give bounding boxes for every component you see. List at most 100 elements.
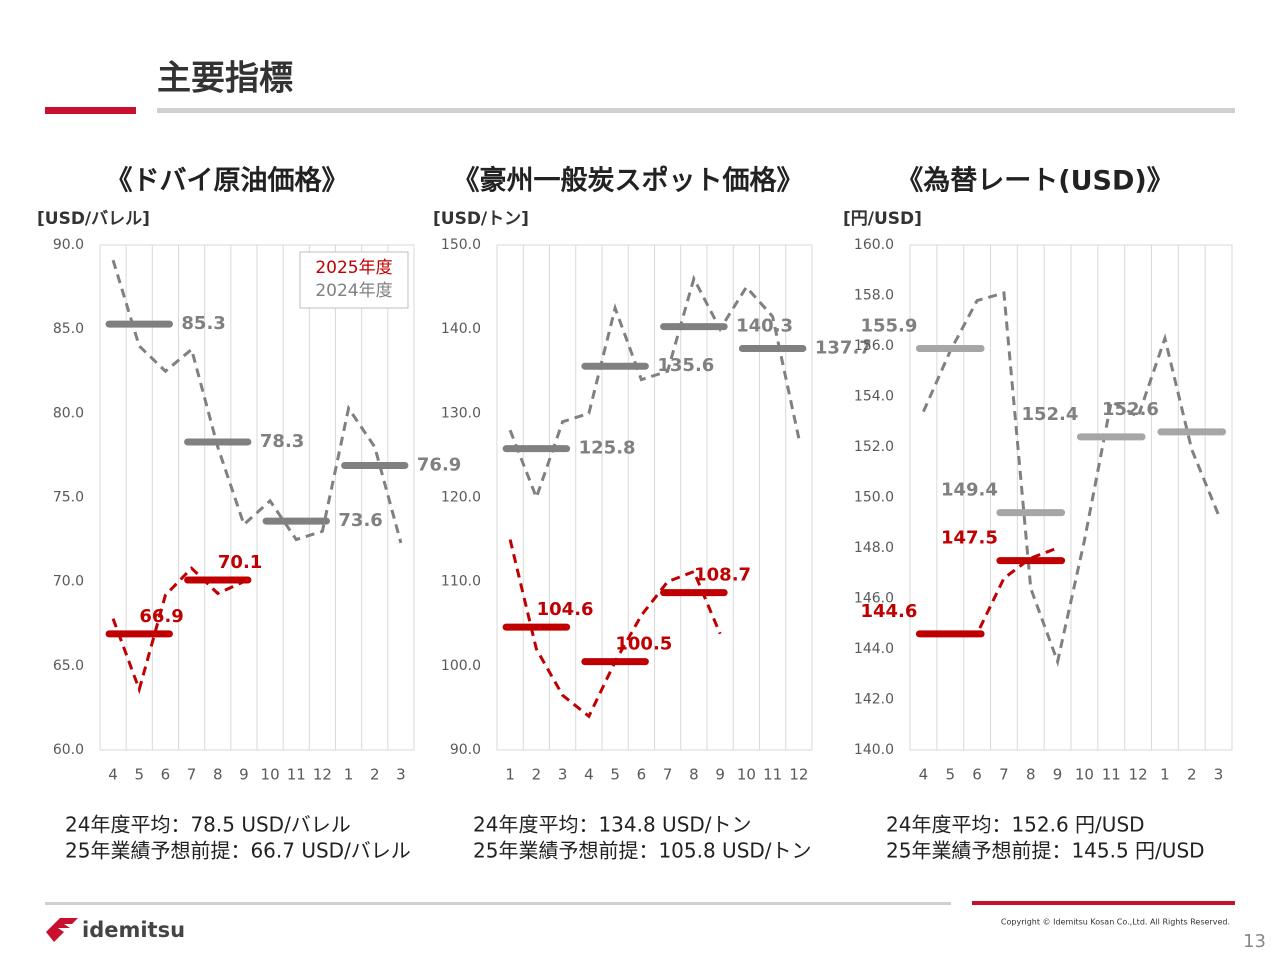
y-tick-label: 90.0	[450, 742, 481, 758]
x-tick-label: 12	[789, 766, 808, 784]
x-tick-label: 10	[261, 766, 280, 784]
monthly-line	[508, 274, 801, 502]
y-tick-label: 75.0	[53, 490, 84, 506]
y-tick-label: 148.0	[854, 540, 894, 556]
x-tick-label: 6	[637, 766, 647, 784]
y-tick-label: 160.0	[854, 237, 894, 253]
chart-title: 《為替レート(USD)》	[896, 165, 1173, 197]
average-label: 66.9	[139, 606, 183, 627]
monthly-line	[111, 259, 403, 544]
average-note: 25年業績予想前提：66.7 USD/バレル	[65, 839, 411, 863]
axis-unit: [円/USD]	[843, 209, 922, 229]
y-tick-label: 140.0	[854, 742, 894, 758]
footer-rule	[45, 902, 951, 905]
x-tick-label: 7	[663, 766, 673, 784]
x-tick-label: 8	[213, 766, 223, 784]
copyright: Copyright © Idemitsu Kosan Co.,Ltd. All …	[1001, 918, 1230, 927]
y-tick-label: 85.0	[53, 321, 84, 337]
x-tick-label: 12	[313, 766, 332, 784]
footer-accent	[972, 901, 1235, 905]
average-label: 137.7	[815, 338, 872, 359]
x-tick-label: 2	[1187, 766, 1197, 784]
x-tick-label: 6	[161, 766, 171, 784]
monthly-line	[111, 566, 245, 695]
y-tick-label: 130.0	[441, 405, 481, 421]
average-label: 108.7	[694, 565, 751, 586]
x-tick-label: 3	[396, 766, 406, 784]
average-label: 76.9	[417, 455, 461, 476]
average-note: 25年業績予想前提：105.8 USD/トン	[473, 839, 812, 863]
legend-entry: 2024年度	[315, 281, 392, 301]
y-tick-label: 154.0	[854, 389, 894, 405]
x-tick-label: 8	[1026, 766, 1036, 784]
y-tick-label: 120.0	[441, 490, 481, 506]
average-label: 70.1	[218, 552, 262, 573]
title-rule	[157, 108, 1235, 113]
x-tick-label: 7	[187, 766, 197, 784]
x-tick-label: 2	[370, 766, 380, 784]
y-tick-label: 142.0	[854, 692, 894, 708]
y-tick-label: 60.0	[53, 742, 84, 758]
page-title: 主要指標	[157, 59, 293, 99]
average-label: 149.4	[941, 480, 998, 501]
average-label: 100.5	[615, 634, 672, 655]
y-tick-label: 140.0	[441, 321, 481, 337]
average-label: 155.9	[860, 316, 917, 337]
average-label: 152.4	[1021, 404, 1078, 425]
x-tick-label: 5	[610, 766, 620, 784]
x-tick-label: 9	[239, 766, 249, 784]
x-tick-label: 4	[919, 766, 929, 784]
y-tick-label: 156.0	[854, 338, 894, 354]
average-label: 73.6	[338, 510, 382, 531]
x-tick-label: 11	[763, 766, 782, 784]
average-note: 24年度平均：152.6 円/USD	[886, 813, 1145, 837]
x-tick-label: 3	[1214, 766, 1224, 784]
y-tick-label: 150.0	[854, 490, 894, 506]
y-tick-label: 144.0	[854, 641, 894, 657]
monthly-line	[922, 291, 1220, 667]
average-note: 24年度平均：134.8 USD/トン	[473, 813, 752, 837]
x-tick-label: 7	[999, 766, 1009, 784]
x-tick-label: 9	[715, 766, 725, 784]
y-tick-label: 65.0	[53, 658, 84, 674]
x-tick-label: 1	[505, 766, 515, 784]
x-tick-label: 11	[287, 766, 306, 784]
y-tick-label: 80.0	[53, 405, 84, 421]
y-tick-label: 70.0	[53, 574, 84, 590]
x-tick-label: 3	[558, 766, 568, 784]
y-tick-label: 146.0	[854, 591, 894, 607]
average-label: 104.6	[537, 599, 594, 620]
legend-entry: 2025年度	[315, 258, 392, 278]
y-tick-label: 150.0	[441, 237, 481, 253]
x-tick-label: 4	[108, 766, 118, 784]
y-tick-label: 158.0	[854, 288, 894, 304]
y-tick-label: 90.0	[53, 237, 84, 253]
average-label: 144.6	[860, 601, 917, 622]
legend-box	[299, 251, 409, 309]
x-tick-label: 6	[972, 766, 982, 784]
logo: idemitsu	[82, 918, 185, 942]
x-tick-label: 5	[945, 766, 955, 784]
y-tick-label: 100.0	[441, 658, 481, 674]
axis-unit: [USD/バレル]	[37, 209, 150, 229]
average-label: 85.3	[181, 313, 225, 334]
x-tick-label: 2	[532, 766, 542, 784]
y-tick-label: 152.0	[854, 439, 894, 455]
title-accent	[45, 107, 136, 114]
logo-icon	[46, 918, 78, 942]
average-note: 24年度平均：78.5 USD/バレル	[65, 813, 351, 837]
x-tick-label: 1	[344, 766, 354, 784]
x-tick-label: 1	[1160, 766, 1170, 784]
average-label: 140.3	[736, 316, 793, 337]
average-note: 25年業績予想前提：145.5 円/USD	[886, 839, 1205, 863]
average-label: 125.8	[579, 438, 636, 459]
x-tick-label: 8	[689, 766, 699, 784]
page-number: 13	[1243, 931, 1266, 952]
average-label: 78.3	[260, 431, 304, 452]
average-label: 135.6	[657, 355, 714, 376]
x-tick-label: 12	[1129, 766, 1148, 784]
x-tick-label: 10	[1075, 766, 1094, 784]
average-label: 152.6	[1102, 399, 1159, 420]
y-tick-label: 110.0	[441, 574, 481, 590]
